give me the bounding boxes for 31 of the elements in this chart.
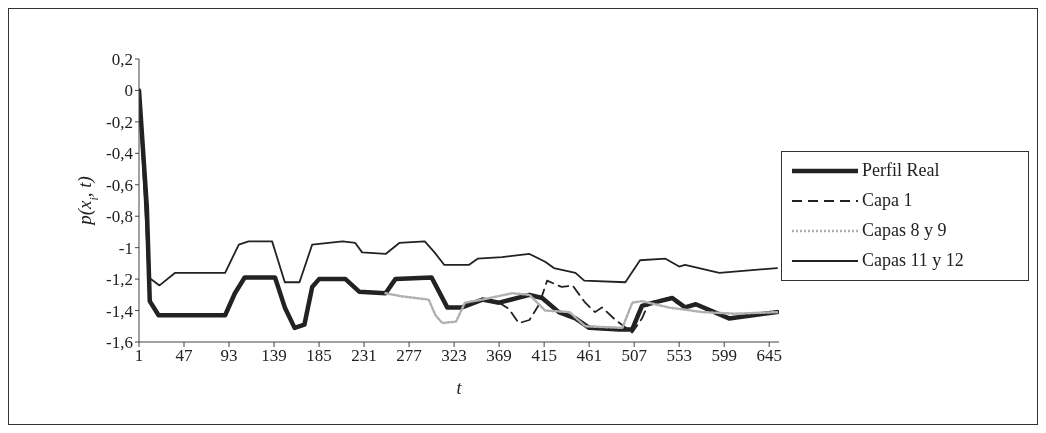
y-tick-label: 0,2 (111, 50, 133, 70)
x-tick-label: 231 (351, 346, 377, 366)
legend-label: Perfil Real (862, 160, 940, 181)
x-tick-label: 185 (306, 346, 332, 366)
x-tick-label: 93 (220, 346, 238, 366)
y-tick-label: -1,4 (106, 301, 134, 321)
y-tick-label: -0,8 (106, 207, 133, 227)
x-tick-label: 553 (666, 346, 692, 366)
y-tick-label: 0 (124, 81, 133, 101)
x-axis-title: t (456, 378, 463, 398)
x-tick-label: 415 (531, 346, 557, 366)
y-tick-label: -1 (118, 238, 133, 258)
x-tick-label: 1 (134, 346, 144, 366)
x-tick-label: 47 (175, 346, 194, 366)
x-tick-label: 277 (396, 346, 423, 366)
x-tick-label: 369 (486, 346, 512, 366)
x-tick-label: 645 (756, 346, 782, 366)
legend-label: Capas 8 y 9 (862, 220, 947, 241)
x-tick-label: 599 (711, 346, 737, 366)
y-tick-label: -1,6 (106, 333, 133, 353)
y-tick-label: -0,4 (106, 144, 134, 164)
legend-label: Capa 1 (862, 190, 913, 211)
line-series (384, 292, 779, 330)
x-tick-label: 139 (261, 346, 287, 366)
y-tick-label: -0,2 (106, 112, 133, 132)
x-tick-label: 507 (621, 346, 648, 366)
x-tick-label: 323 (441, 346, 467, 366)
legend-label: Capas 11 y 12 (862, 250, 964, 271)
y-tick-label: -1,2 (106, 270, 133, 290)
x-tick-label: 461 (576, 346, 602, 366)
y-tick-label: -0,6 (106, 175, 133, 195)
